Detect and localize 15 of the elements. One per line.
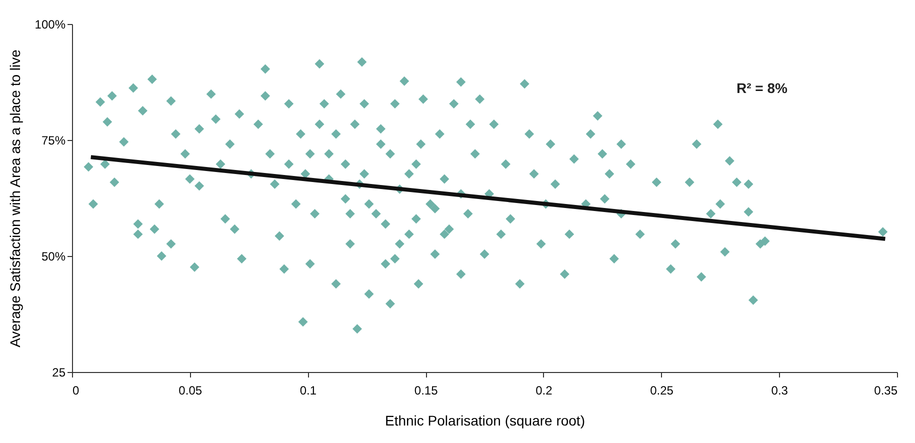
x-tick-label: 0.1 <box>300 384 317 398</box>
y-axis-title: Average Satisfaction with Area as a place to live <box>6 49 23 348</box>
y-tick-label: 100% <box>34 18 66 32</box>
x-tick-label: 0.05 <box>178 384 202 398</box>
x-tick-label: 0 <box>72 384 80 398</box>
x-tick-label: 0.3 <box>771 384 788 398</box>
x-tick-label: 0.25 <box>650 384 674 398</box>
annotation: R² = 8% <box>736 80 788 96</box>
y-tick-label: 75% <box>41 134 66 148</box>
y-tick-label: 25 <box>52 366 66 380</box>
x-axis-title: Ethnic Polarisation (square root) <box>385 412 585 428</box>
x-tick-label: 0.2 <box>536 384 553 398</box>
y-tick-label: 50% <box>41 250 66 264</box>
x-tick-label: 0.15 <box>414 384 438 398</box>
x-tick-label: 0.35 <box>874 384 898 398</box>
